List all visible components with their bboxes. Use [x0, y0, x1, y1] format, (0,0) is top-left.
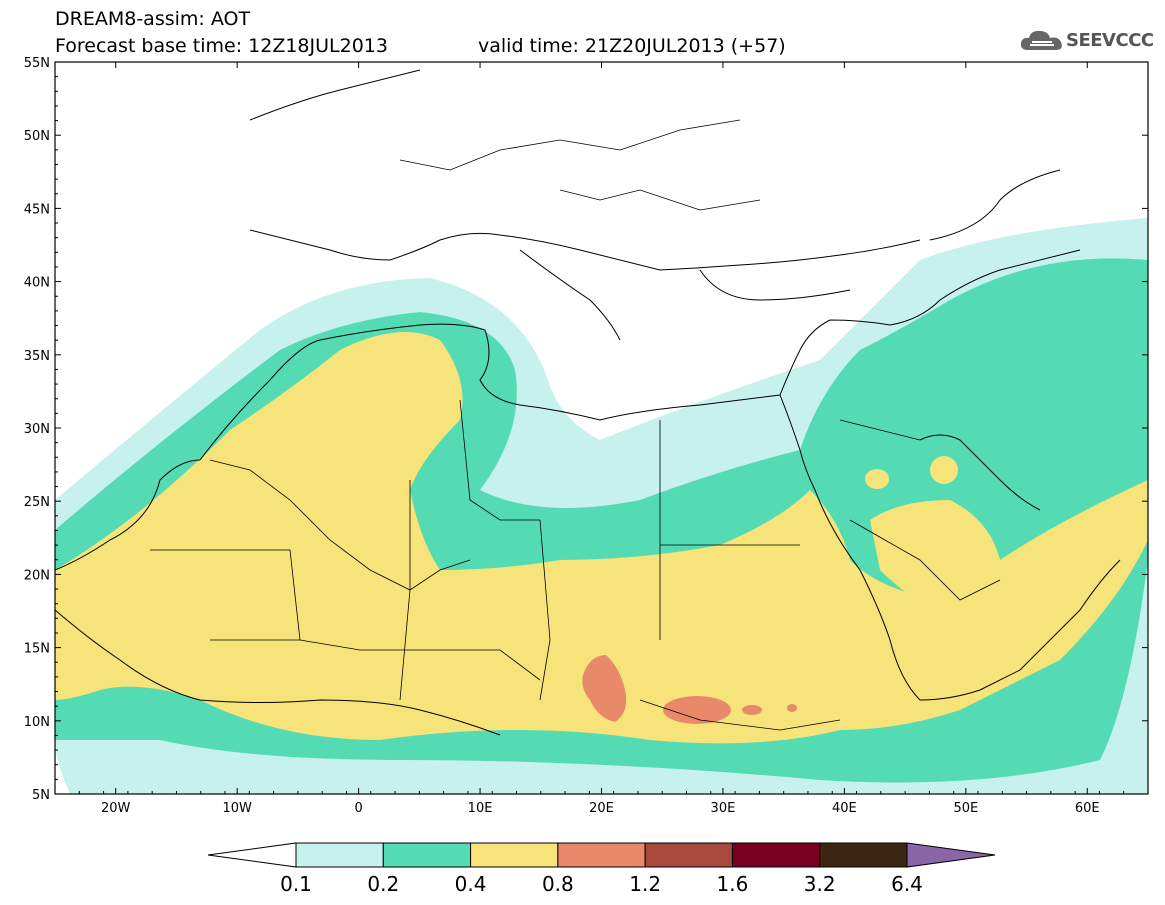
country-borders — [150, 119, 1001, 731]
lon-label: 30E — [711, 801, 736, 816]
lat-label: 25N — [24, 495, 50, 510]
coastlines — [55, 69, 1121, 736]
lon-label: 0 — [354, 801, 362, 816]
lat-label: 50N — [24, 129, 50, 144]
aot-field — [55, 62, 1148, 794]
forecast-base-time: Forecast base time: 12Z18JUL2013 — [55, 35, 388, 57]
lat-label: 45N — [24, 202, 50, 217]
colorbar-label: 0.2 — [367, 872, 399, 896]
lon-label: 50E — [953, 801, 978, 816]
colorbar-box — [470, 842, 559, 868]
colorbar-boxes — [207, 842, 996, 868]
colorbar-over-triangle — [906, 842, 996, 868]
colorbar-label: 3.2 — [804, 872, 836, 896]
aot-band-0.8-sudan-east — [742, 705, 762, 715]
lat-label: 35N — [24, 349, 50, 364]
aot-band-0.4-arabia — [870, 500, 1000, 610]
lon-label: 10E — [468, 801, 493, 816]
map-title: DREAM8-assim: AOT — [55, 8, 251, 30]
aot-band-0.8-sudan — [663, 696, 731, 724]
lat-label: 55N — [24, 56, 50, 71]
lat-label: 20N — [24, 568, 50, 583]
longitude-axis: 20W 10W 0 10E 20E 30E 40E 50E 60E — [54, 62, 1149, 816]
colorbar-label: 0.1 — [280, 872, 312, 896]
lon-label: 40E — [832, 801, 857, 816]
lat-label: 15N — [24, 642, 50, 657]
lat-label: 30N — [24, 422, 50, 437]
lat-label: 10N — [24, 715, 50, 730]
lat-label: 40N — [24, 276, 50, 291]
colorbar-box — [644, 842, 733, 868]
colorbar-box — [295, 842, 384, 868]
lat-label: 5N — [32, 788, 50, 803]
colorbar-under-triangle — [207, 842, 297, 868]
aot-band-0.4 — [55, 332, 1148, 744]
seevccc-logo: SEEVCCC — [1018, 26, 1154, 54]
logo-text: SEEVCCC — [1066, 29, 1154, 51]
colorbar-label: 0.8 — [542, 872, 574, 896]
colorbar-label: 1.2 — [629, 872, 661, 896]
aot-spot-saudi — [865, 469, 889, 489]
colorbar-label: 1.6 — [717, 872, 749, 896]
lon-label: 20W — [101, 801, 131, 816]
colorbar-box — [382, 842, 472, 868]
cloud-icon — [1020, 30, 1062, 50]
aot-band-0.8-chad — [582, 655, 627, 722]
colorbar-label: 0.4 — [455, 872, 487, 896]
colorbar-box — [557, 842, 646, 868]
colorbar-box — [731, 842, 821, 868]
valid-time: valid time: 21Z20JUL2013 (+57) — [478, 35, 786, 57]
lon-label: 60E — [1075, 801, 1100, 816]
latitude-axis: 55N 50N 45N 40N 35N 30N 25N 20N 15N 10N 5N — [24, 56, 1148, 803]
aot-band-0.2-caspian — [990, 297, 1148, 360]
aot-band-0.8-ethiopia — [787, 704, 797, 712]
colorbar-box — [819, 842, 908, 868]
lon-label: 10W — [222, 801, 252, 816]
aot-spot-gulf — [930, 456, 958, 484]
colorbar-labels: 0.1 0.2 0.4 0.8 1.2 1.6 3.2 6.4 — [280, 872, 923, 896]
colorbar-label: 6.4 — [891, 872, 923, 896]
lon-label: 20E — [589, 801, 614, 816]
